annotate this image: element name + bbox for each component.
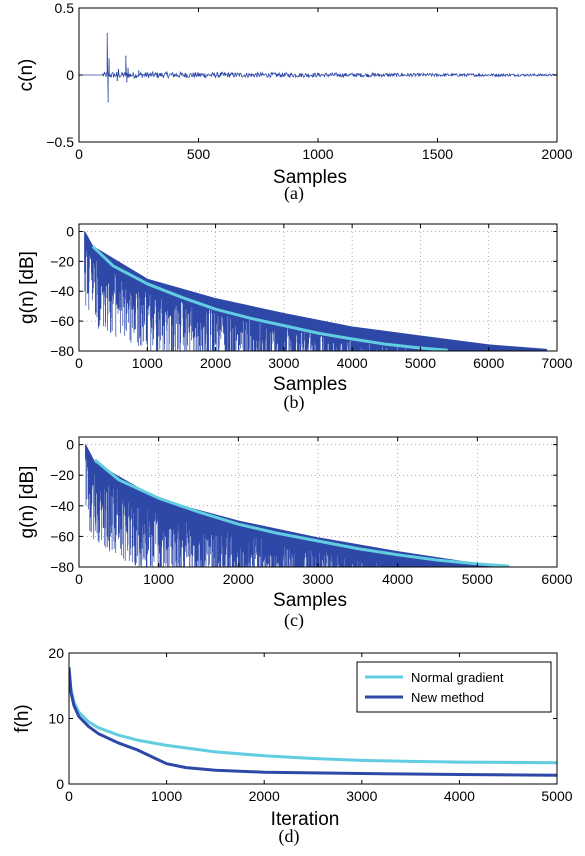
legend: Normal gradient New method: [356, 661, 552, 713]
x-tick-label: 5000: [541, 788, 572, 804]
x-tick-label: 4000: [444, 788, 475, 804]
x-axis-label: Samples: [273, 167, 347, 188]
spike-point-3: [116, 79, 118, 81]
x-tick-label: 1000: [302, 146, 333, 162]
y-tick-label: 0: [66, 67, 74, 83]
x-tick-label: 1000: [151, 788, 182, 804]
y-tick-label: 0.5: [55, 0, 75, 16]
subplot-caption: (b): [284, 392, 305, 413]
x-tick-label: 3000: [302, 571, 333, 587]
y-tick-label: −80: [50, 343, 74, 359]
y-tick-label: −20: [50, 253, 74, 269]
series-line-0: [79, 33, 557, 102]
spike-point-1: [107, 101, 109, 103]
legend-label-1: New method: [411, 690, 484, 705]
spike-point-4: [117, 69, 120, 71]
y-tick-label: −60: [50, 313, 74, 329]
legend-label-0: Normal gradient: [411, 670, 504, 685]
legend-box: [356, 661, 552, 713]
series-line-0: [69, 669, 557, 765]
y-tick-label: 20: [48, 645, 64, 661]
x-tick-label: 2000: [249, 788, 280, 804]
x-tick-label: 0: [75, 355, 83, 371]
x-tick-label: 3000: [346, 788, 377, 804]
x-tick-label: 0: [75, 571, 83, 587]
y-tick-label: −40: [50, 498, 74, 514]
x-tick-label: 6000: [541, 571, 572, 587]
x-tick-label: 1000: [143, 571, 174, 587]
y-tick-label: 0: [56, 776, 64, 792]
x-tick-label: 6000: [473, 355, 504, 371]
x-tick-label: 500: [187, 146, 211, 162]
subplot-b: 0 1000 2000 3000 4000 5000 6000 7000 −80 −60 −40 −2…: [17, 223, 573, 413]
y-tick-label: −80: [50, 559, 74, 575]
x-axis-label: Samples: [273, 374, 347, 395]
y-axis-label: c(n): [16, 59, 37, 92]
y-tick-label: −0.5: [46, 134, 74, 150]
y-axis-label: g(n) [dB]: [17, 466, 38, 539]
x-axis-label: Iteration: [271, 809, 340, 830]
x-tick-label: 1500: [422, 146, 453, 162]
x-tick-label: 5000: [462, 571, 493, 587]
x-tick-label: 0: [65, 788, 73, 804]
series-line-1: [69, 667, 557, 777]
subplot-caption: (a): [284, 183, 304, 204]
plot-area: [84, 444, 510, 567]
x-tick-label: 2000: [200, 355, 231, 371]
x-tick-label: 4000: [382, 571, 413, 587]
x-tick-label: 7000: [541, 355, 572, 371]
series-decay-0: [85, 444, 501, 567]
series-line-1: [93, 458, 510, 567]
y-tick-label: 0: [66, 223, 74, 239]
x-tick-label: 5000: [405, 355, 436, 371]
plot-area: [79, 32, 557, 103]
spike-point-8: [138, 70, 140, 72]
plot-area: [69, 667, 557, 777]
subplot-d: 0 1000 2000 3000 4000 5000 0 10 20 Iteration f(h) (…: [12, 645, 573, 847]
x-tick-label: 2000: [223, 571, 254, 587]
spike-point-2: [108, 58, 110, 60]
x-tick-label: 0: [75, 146, 83, 162]
y-tick-label: 0: [66, 437, 74, 453]
subplot-c: 0 1000 2000 3000 4000 5000 6000 −80 −60 −40 −20 0 Sa…: [17, 436, 573, 631]
x-tick-label: 1000: [132, 355, 163, 371]
series-decay-0: [84, 231, 548, 351]
y-tick-label: −20: [50, 467, 74, 483]
plot-area: [83, 231, 548, 351]
axes-box: [78, 223, 558, 352]
series-line-1: [91, 245, 448, 351]
x-axis-label: Samples: [273, 590, 347, 611]
subplot-caption: (d): [279, 826, 300, 847]
y-axis-label: g(n) [dB]: [17, 251, 38, 324]
x-tick-label: 4000: [337, 355, 368, 371]
spike-point-7: [127, 67, 129, 69]
y-tick-label: −40: [50, 283, 74, 299]
y-axis-label: f(h): [12, 704, 33, 733]
spike-point-6: [126, 81, 128, 83]
x-tick-label: 3000: [268, 355, 299, 371]
spike-point-5: [125, 55, 127, 57]
y-tick-label: 10: [48, 711, 64, 727]
subplot-caption: (c): [284, 610, 304, 631]
x-tick-label: 2000: [541, 146, 572, 162]
y-tick-label: −60: [50, 528, 74, 544]
spike-point-0: [106, 32, 108, 35]
series-envelope-0: [83, 231, 547, 351]
